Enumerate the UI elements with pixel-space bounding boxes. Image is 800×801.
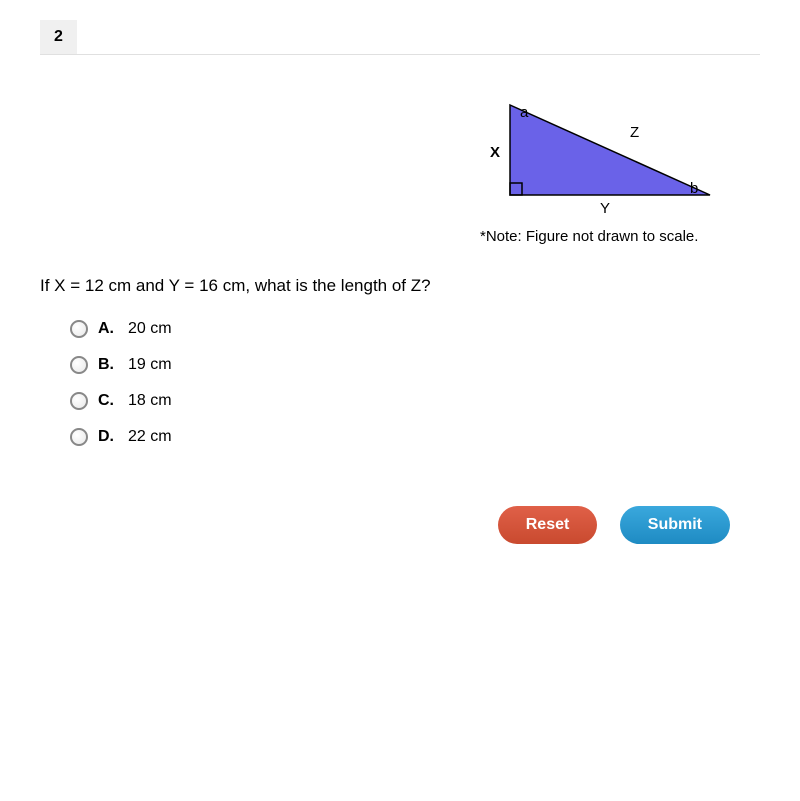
radio-icon — [70, 356, 88, 374]
option-d[interactable]: D. 22 cm — [70, 428, 760, 446]
option-a[interactable]: A. 20 cm — [70, 320, 760, 338]
options-list: A. 20 cm B. 19 cm C. 18 cm D. 22 cm — [40, 320, 760, 446]
submit-button[interactable]: Submit — [620, 506, 730, 544]
option-text: 19 cm — [128, 356, 172, 374]
option-text: 18 cm — [128, 392, 172, 410]
radio-icon — [70, 428, 88, 446]
button-row: Reset Submit — [40, 506, 730, 544]
side-label-y: Y — [600, 200, 610, 217]
option-text: 20 cm — [128, 320, 172, 338]
vertex-label-b: b — [690, 180, 698, 197]
radio-icon — [70, 320, 88, 338]
triangle-shape — [510, 105, 710, 195]
radio-icon — [70, 392, 88, 410]
option-letter: C. — [98, 392, 128, 410]
option-letter: D. — [98, 428, 128, 446]
side-label-z: Z — [630, 124, 639, 141]
triangle-svg: a b X Y Z — [480, 95, 730, 220]
side-label-x: X — [490, 144, 500, 161]
question-number: 2 — [40, 20, 77, 54]
vertex-label-a: a — [520, 104, 529, 121]
figure-note: *Note: Figure not drawn to scale. — [480, 228, 730, 245]
option-b[interactable]: B. 19 cm — [70, 356, 760, 374]
option-text: 22 cm — [128, 428, 172, 446]
figure-area: a b X Y Z *Note: Figure not drawn to sca… — [40, 95, 730, 246]
option-c[interactable]: C. 18 cm — [70, 392, 760, 410]
option-letter: A. — [98, 320, 128, 338]
question-container: 2 a b X Y Z *Note: Figure not drawn to s… — [0, 0, 800, 564]
triangle-figure: a b X Y Z *Note: Figure not drawn to sca… — [480, 95, 730, 245]
question-number-bar: 2 — [40, 20, 760, 55]
reset-button[interactable]: Reset — [498, 506, 598, 544]
question-text: If X = 12 cm and Y = 16 cm, what is the … — [40, 276, 760, 296]
option-letter: B. — [98, 356, 128, 374]
